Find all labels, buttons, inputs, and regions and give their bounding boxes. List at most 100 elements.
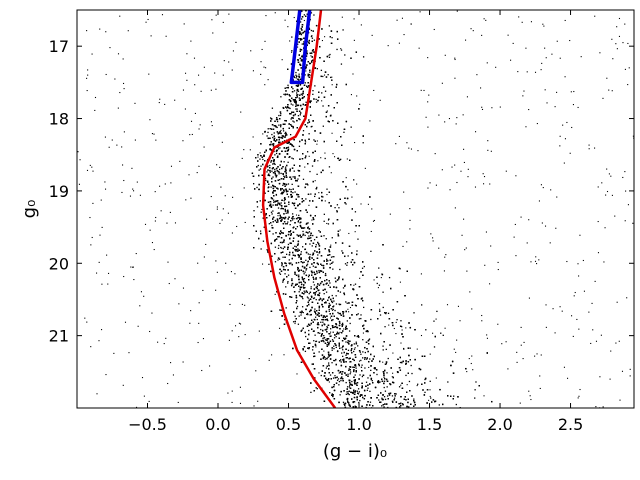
star-point bbox=[337, 378, 340, 380]
star-point bbox=[276, 187, 278, 189]
star-point bbox=[333, 359, 335, 362]
star-point bbox=[355, 406, 357, 408]
star-point bbox=[328, 342, 331, 344]
star-point bbox=[353, 393, 356, 395]
star-point bbox=[308, 347, 310, 350]
star-point bbox=[280, 202, 282, 204]
star-point bbox=[338, 207, 340, 209]
star-point bbox=[362, 339, 364, 341]
star-point bbox=[283, 200, 285, 202]
star-point bbox=[353, 179, 355, 181]
star-point bbox=[307, 261, 309, 263]
star-point bbox=[302, 278, 304, 281]
star-point bbox=[305, 335, 307, 338]
star-point bbox=[340, 359, 342, 361]
star-point bbox=[331, 36, 333, 39]
star-point bbox=[328, 297, 330, 299]
star-point bbox=[282, 136, 284, 138]
star-point bbox=[341, 250, 343, 252]
star-point bbox=[345, 341, 347, 343]
star-point bbox=[277, 187, 279, 190]
star-point bbox=[282, 173, 284, 175]
star-point bbox=[409, 390, 411, 392]
star-point bbox=[293, 76, 296, 79]
star-point bbox=[311, 37, 314, 39]
star-point bbox=[327, 353, 330, 355]
star-point bbox=[337, 332, 339, 334]
star-point bbox=[314, 377, 316, 379]
star-point bbox=[386, 386, 388, 388]
star-point bbox=[273, 201, 275, 203]
star-point bbox=[298, 196, 300, 198]
star-point bbox=[292, 321, 295, 323]
star-point bbox=[334, 359, 336, 362]
star-point bbox=[304, 234, 306, 237]
star-point bbox=[275, 232, 277, 234]
star-point bbox=[278, 258, 281, 260]
star-point bbox=[331, 362, 333, 364]
star-point bbox=[344, 263, 347, 265]
star-point bbox=[285, 262, 287, 265]
star-point bbox=[407, 401, 409, 404]
star-point bbox=[332, 261, 334, 263]
star-point bbox=[291, 279, 293, 282]
star-point bbox=[283, 213, 285, 215]
star-point bbox=[350, 57, 352, 59]
star-point bbox=[295, 274, 298, 277]
star-point bbox=[342, 355, 344, 358]
star-point bbox=[346, 391, 348, 393]
star-point bbox=[300, 27, 302, 30]
star-point bbox=[339, 291, 342, 293]
star-point bbox=[278, 235, 280, 238]
star-point bbox=[329, 259, 332, 261]
star-point bbox=[322, 356, 325, 358]
star-point bbox=[319, 231, 321, 233]
star-point bbox=[299, 224, 302, 227]
star-point bbox=[327, 362, 330, 364]
star-point bbox=[356, 399, 359, 401]
star-point bbox=[291, 278, 293, 280]
star-point bbox=[344, 54, 346, 56]
star-point bbox=[321, 92, 323, 94]
star-point bbox=[292, 176, 294, 178]
star-point bbox=[321, 28, 323, 30]
star-point bbox=[315, 277, 317, 279]
star-point bbox=[329, 304, 331, 306]
star-point bbox=[284, 208, 286, 211]
star-point bbox=[347, 353, 349, 355]
star-point bbox=[283, 161, 285, 163]
star-point bbox=[348, 368, 350, 370]
star-point bbox=[275, 126, 277, 128]
star-point bbox=[295, 283, 297, 285]
star-point bbox=[360, 314, 362, 316]
star-point bbox=[323, 293, 325, 295]
star-point bbox=[251, 172, 253, 174]
star-point bbox=[337, 233, 339, 235]
star-point bbox=[363, 398, 366, 400]
star-point bbox=[360, 353, 362, 355]
star-point bbox=[295, 74, 297, 76]
star-point bbox=[314, 193, 316, 195]
star-point bbox=[268, 263, 270, 265]
star-point bbox=[266, 249, 268, 251]
star-point bbox=[284, 223, 287, 225]
star-point bbox=[328, 296, 330, 298]
star-point bbox=[292, 104, 294, 106]
star-point bbox=[367, 377, 369, 379]
star-point bbox=[287, 282, 289, 284]
star-point bbox=[275, 117, 278, 119]
star-point bbox=[332, 319, 334, 321]
star-point bbox=[297, 220, 300, 222]
star-point bbox=[328, 310, 330, 312]
star-point bbox=[387, 406, 389, 408]
star-point bbox=[280, 96, 282, 98]
star-point bbox=[299, 21, 302, 23]
star-point bbox=[262, 240, 265, 242]
star-point bbox=[339, 303, 342, 306]
star-point bbox=[270, 242, 273, 245]
star-point bbox=[272, 144, 275, 147]
star-point bbox=[356, 250, 358, 252]
star-point bbox=[378, 399, 380, 401]
star-point bbox=[367, 350, 369, 353]
